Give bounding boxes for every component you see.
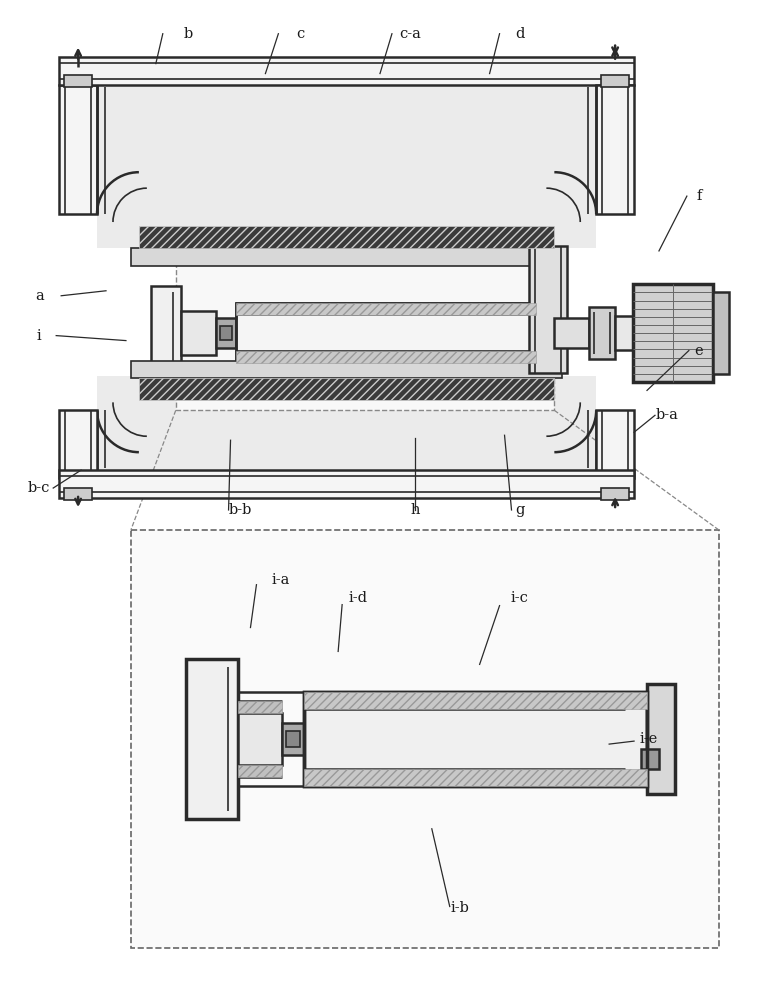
Bar — [235, 303, 537, 315]
Bar — [238, 701, 282, 713]
Bar — [235, 303, 554, 363]
Bar — [304, 692, 647, 786]
Bar — [601, 75, 629, 87]
Bar — [59, 410, 97, 478]
Text: b-a: b-a — [656, 408, 678, 422]
Text: i-d: i-d — [348, 591, 368, 605]
Bar — [97, 376, 597, 470]
Text: a: a — [35, 289, 44, 303]
Bar — [713, 292, 729, 374]
Bar — [139, 226, 554, 248]
Bar — [131, 361, 562, 378]
Bar — [615, 316, 633, 350]
Bar — [647, 684, 675, 794]
Text: e: e — [694, 344, 703, 358]
Bar — [304, 692, 647, 786]
Bar — [282, 723, 304, 755]
Bar — [286, 731, 301, 747]
Bar — [589, 307, 615, 359]
Text: i-b: i-b — [450, 901, 469, 915]
Bar — [176, 256, 554, 410]
Bar — [538, 324, 553, 342]
Text: d: d — [515, 27, 524, 41]
Bar — [529, 246, 567, 373]
Bar — [633, 284, 713, 382]
Bar — [597, 410, 634, 478]
Bar — [59, 470, 634, 498]
Text: h: h — [410, 503, 419, 517]
Bar — [238, 765, 282, 777]
Bar — [601, 488, 629, 500]
Bar — [151, 286, 181, 380]
Bar — [597, 85, 634, 214]
Bar — [238, 713, 282, 765]
Text: c: c — [296, 27, 304, 41]
Bar — [216, 318, 235, 348]
Bar — [59, 57, 634, 85]
Bar — [59, 85, 97, 214]
Text: i-c: i-c — [510, 591, 528, 605]
Bar — [220, 326, 232, 340]
Bar — [64, 488, 92, 500]
Bar — [304, 769, 647, 786]
Bar — [185, 659, 238, 819]
Bar — [641, 749, 659, 769]
Bar — [235, 303, 554, 363]
Bar — [64, 75, 92, 87]
Text: f: f — [696, 189, 702, 203]
Text: b-c: b-c — [28, 481, 51, 495]
Bar — [131, 248, 562, 266]
Bar — [181, 311, 216, 355]
Bar — [235, 351, 537, 363]
Text: g: g — [515, 503, 524, 517]
Bar — [131, 530, 718, 948]
Bar — [537, 299, 559, 367]
Bar — [554, 318, 589, 348]
Text: b-b: b-b — [229, 503, 252, 517]
Text: i: i — [37, 329, 42, 343]
Bar — [304, 692, 647, 709]
Bar — [97, 85, 597, 248]
Text: i-e: i-e — [640, 732, 658, 746]
Text: i-a: i-a — [271, 573, 289, 587]
Text: c-a: c-a — [399, 27, 421, 41]
Text: b: b — [184, 27, 193, 41]
Bar — [139, 378, 554, 400]
